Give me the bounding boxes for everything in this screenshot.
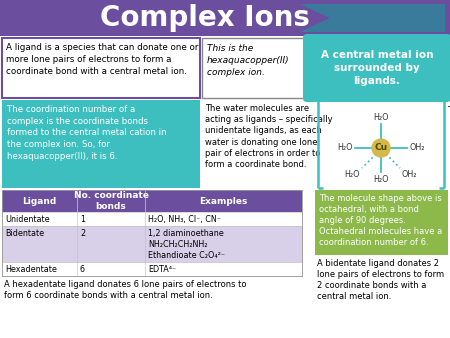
Text: The coordination number of a
complex is the coordinate bonds
formed to the centr: The coordination number of a complex is … [7, 105, 166, 161]
Text: 1: 1 [80, 215, 85, 224]
Text: A central metal ion
surrounded by
ligands.: A central metal ion surrounded by ligand… [321, 50, 433, 86]
FancyBboxPatch shape [2, 226, 302, 262]
Text: A hexadentate ligand donates 6 lone pairs of electrons to
form 6 coordinate bond: A hexadentate ligand donates 6 lone pair… [4, 280, 247, 300]
Text: +2: +2 [446, 102, 450, 111]
Text: H₂O, NH₃, Cl⁻, CN⁻: H₂O, NH₃, Cl⁻, CN⁻ [148, 215, 221, 224]
FancyBboxPatch shape [315, 190, 448, 255]
Text: H₂O: H₂O [373, 113, 389, 122]
FancyBboxPatch shape [0, 0, 450, 36]
Text: Bidentate: Bidentate [5, 229, 44, 238]
FancyBboxPatch shape [2, 38, 200, 98]
Text: 1,2 diaminoethane
NH₂CH₂CH₂NH₂
Ethandioate C₂O₄²⁻: 1,2 diaminoethane NH₂CH₂CH₂NH₂ Ethandioa… [148, 229, 225, 260]
Text: No. coordinate
bonds: No. coordinate bonds [73, 191, 148, 211]
Text: This is the
hexaquacopper(II)
complex ion.: This is the hexaquacopper(II) complex io… [207, 44, 290, 77]
Text: Unidentate: Unidentate [5, 215, 50, 224]
Text: 2: 2 [80, 229, 85, 238]
Text: EDTA⁴⁻: EDTA⁴⁻ [148, 265, 176, 274]
Text: 6: 6 [80, 265, 85, 274]
Text: OH₂: OH₂ [409, 144, 424, 152]
Text: The molecule shape above is
octahedral, with a bond
angle of 90 degrees.
Octahed: The molecule shape above is octahedral, … [319, 194, 442, 247]
Text: Ligand: Ligand [22, 196, 57, 206]
Text: Cu: Cu [374, 144, 387, 152]
Circle shape [372, 139, 390, 157]
Text: Hexadentate: Hexadentate [5, 265, 57, 274]
Text: A bidentate ligand donates 2
lone pairs of electrons to form
2 coordinate bonds : A bidentate ligand donates 2 lone pairs … [317, 259, 444, 301]
Text: OH₂: OH₂ [402, 170, 418, 179]
Text: H₂O: H₂O [373, 175, 389, 184]
Text: A ligand is a species that can donate one or
more lone pairs of electrons to for: A ligand is a species that can donate on… [6, 43, 198, 76]
Polygon shape [300, 4, 445, 32]
Text: The water molecules are
acting as ligands – specifically
unidentate ligands, as : The water molecules are acting as ligand… [205, 104, 333, 169]
FancyBboxPatch shape [2, 262, 302, 276]
Text: H₂O: H₂O [338, 144, 353, 152]
FancyBboxPatch shape [2, 100, 200, 188]
FancyBboxPatch shape [2, 212, 302, 226]
FancyBboxPatch shape [2, 190, 302, 212]
FancyBboxPatch shape [202, 38, 305, 98]
FancyBboxPatch shape [303, 34, 450, 102]
Text: Complex Ions: Complex Ions [100, 4, 310, 32]
Text: Examples: Examples [199, 196, 248, 206]
Text: H₂O: H₂O [345, 170, 360, 179]
